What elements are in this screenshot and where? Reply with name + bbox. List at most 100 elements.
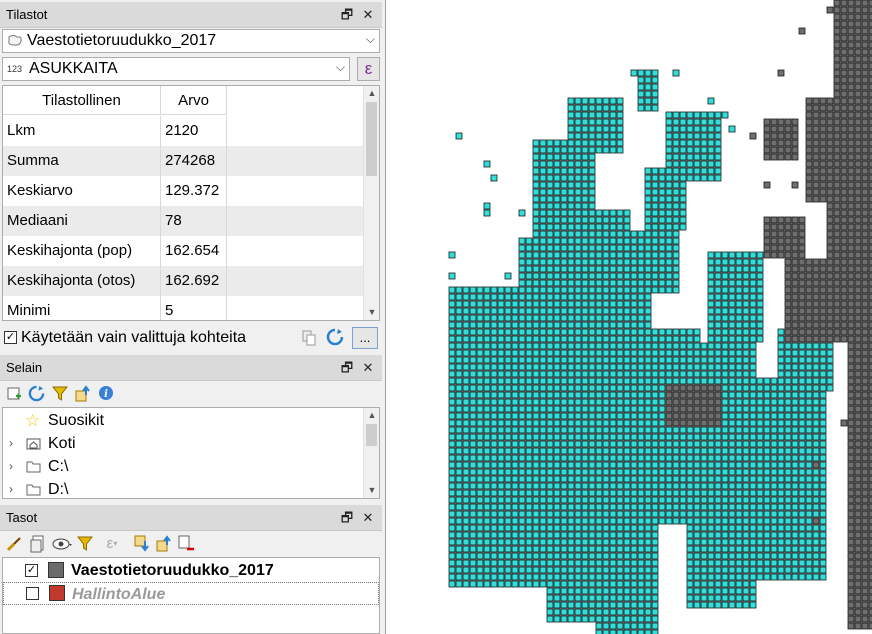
star-icon: ☆ [25, 411, 41, 430]
tree-item-label: Suosikit [48, 412, 105, 429]
dock-splitter[interactable] [382, 0, 385, 634]
layers-toolbar: ε ▾ [0, 531, 382, 557]
home-folder-icon [26, 436, 41, 450]
layer-combo[interactable]: Vaestotietoruudukko_2017 ⌵ [2, 29, 380, 53]
browser-panel-title-text: Selain [6, 360, 43, 375]
collapse-all-icon[interactable] [156, 535, 172, 552]
add-layer-icon[interactable] [6, 386, 22, 402]
column-header-value[interactable]: Arvo [161, 86, 227, 115]
layer-visibility-checkbox[interactable]: ✓ [25, 564, 38, 577]
scroll-up-icon[interactable]: ▲ [367, 88, 377, 98]
close-icon[interactable]: ✕ [362, 510, 374, 525]
layers-panel-title-text: Tasot [6, 510, 38, 525]
layer-name: Vaestotietoruudukko_2017 [71, 562, 274, 579]
stat-name: Mediaani [3, 206, 161, 236]
expand-all-icon[interactable] [134, 535, 150, 552]
filter-icon[interactable] [77, 535, 93, 552]
layer-combo-value: Vaestotietoruudukko_2017 [27, 32, 217, 49]
browser-panel-title: Selain 🗗 ✕ [0, 355, 382, 381]
stat-name: Keskihajonta (pop) [3, 236, 161, 266]
visibility-eye-icon[interactable] [52, 536, 74, 552]
stat-value: 274268 [161, 146, 227, 176]
stat-value: 78 [161, 206, 227, 236]
stat-name: Keskihajonta (otos) [3, 266, 161, 296]
tree-item-label: Koti [48, 435, 76, 452]
browser-scrollbar[interactable]: ▲ ▼ [363, 408, 379, 498]
browser-tree: ☆ Suosikit › Koti › C:\ › [2, 407, 380, 499]
refresh-icon[interactable] [28, 385, 45, 402]
layer-visibility-checkbox[interactable] [26, 587, 39, 600]
field-combo[interactable]: 123 ASUKKAITA ⌵ [2, 57, 350, 81]
scroll-down-icon[interactable]: ▼ [367, 307, 377, 317]
selected-only-checkbox[interactable]: ✓ [4, 331, 17, 344]
svg-text:i: i [104, 389, 108, 400]
browser-toolbar: i [0, 381, 382, 407]
stat-name: Summa [3, 146, 161, 176]
scrollbar-thumb[interactable] [366, 424, 377, 446]
scrollbar-thumb[interactable] [366, 102, 377, 176]
more-options-button[interactable]: ... [352, 327, 378, 349]
remove-layer-icon[interactable] [178, 535, 195, 552]
float-icon[interactable]: 🗗 [340, 510, 354, 525]
table-row[interactable]: Summa 274268 [3, 146, 363, 176]
chevron-down-icon: ⌵ [335, 60, 345, 74]
map-canvas[interactable] [385, 0, 872, 634]
table-row[interactable]: Mediaani 78 [3, 206, 363, 236]
tree-item-favorites[interactable]: ☆ Suosikit [3, 409, 363, 432]
stat-value: 5 [161, 296, 227, 320]
copy-icon[interactable] [301, 329, 317, 347]
left-dock-area: Tilastot 🗗 ✕ Vaestotietoruudukko_2017 ⌵ … [0, 0, 382, 634]
stat-value: 2120 [161, 116, 227, 146]
tree-item-label: C:\ [48, 458, 69, 475]
layers-panel-title: Tasot 🗗 ✕ [0, 505, 382, 531]
stats-panel-title-text: Tilastot [6, 7, 48, 22]
info-icon[interactable]: i [98, 385, 114, 401]
population-grid-map [448, 0, 872, 634]
table-row[interactable]: Keskihajonta (pop) 162.654 [3, 236, 363, 266]
stat-value: 162.654 [161, 236, 227, 266]
field-combo-value: ASUKKAITA [29, 60, 118, 77]
table-row[interactable]: Lkm 2120 [3, 116, 363, 146]
float-icon[interactable]: 🗗 [340, 7, 354, 22]
tree-item-label: D:\ [48, 481, 69, 498]
layer-item[interactable]: ✓ Vaestotietoruudukko_2017 [3, 559, 363, 582]
scroll-down-icon[interactable]: ▼ [367, 485, 377, 495]
statistics-table: Tilastollinen Arvo Lkm 2120 Summa 274268… [2, 85, 380, 321]
tree-item-drive-c[interactable]: › C:\ [3, 455, 363, 478]
tree-item-drive-d[interactable]: › D:\ [3, 478, 363, 498]
table-row[interactable]: Keskiarvo 129.372 [3, 176, 363, 206]
expand-arrow-icon[interactable]: › [9, 436, 13, 450]
expand-arrow-icon[interactable]: › [9, 482, 13, 496]
stats-panel-title: Tilastot 🗗 ✕ [0, 2, 382, 28]
expand-arrow-icon[interactable]: › [9, 459, 13, 473]
table-row[interactable]: Keskihajonta (otos) 162.692 [3, 266, 363, 296]
tree-item-home[interactable]: › Koti [3, 432, 363, 455]
expression-button[interactable]: ε [357, 57, 380, 81]
table-row[interactable]: Minimi 5 [3, 296, 363, 320]
stat-name: Keskiarvo [3, 176, 161, 206]
filter-icon[interactable] [52, 385, 68, 402]
polygon-layer-icon [7, 34, 23, 48]
layer-symbol [49, 585, 65, 601]
close-icon[interactable]: ✕ [362, 360, 374, 375]
filter-expression-icon[interactable]: ε ▾ [106, 535, 118, 552]
stat-value: 129.372 [161, 176, 227, 206]
layers-tree: ✓ Vaestotietoruudukko_2017 HallintoAlue [2, 557, 380, 634]
column-header-statistic[interactable]: Tilastollinen [3, 86, 161, 115]
table-scrollbar[interactable]: ▲ ▼ [363, 86, 379, 320]
numeric-field-icon: 123 [7, 64, 23, 74]
drive-icon [26, 482, 41, 496]
selected-only-label: Käytetään vain valittuja kohteita [21, 329, 247, 346]
layer-name: HallintoAlue [72, 586, 166, 603]
close-icon[interactable]: ✕ [362, 7, 374, 22]
collapse-all-icon[interactable] [75, 385, 91, 402]
layer-item[interactable]: HallintoAlue [3, 582, 379, 605]
drive-icon [26, 459, 41, 473]
refresh-icon[interactable] [326, 328, 344, 346]
float-icon[interactable]: 🗗 [340, 360, 354, 375]
stat-name: Minimi [3, 296, 161, 320]
style-brush-icon[interactable] [6, 536, 22, 552]
scroll-up-icon[interactable]: ▲ [367, 410, 377, 420]
add-group-icon[interactable] [30, 535, 46, 553]
